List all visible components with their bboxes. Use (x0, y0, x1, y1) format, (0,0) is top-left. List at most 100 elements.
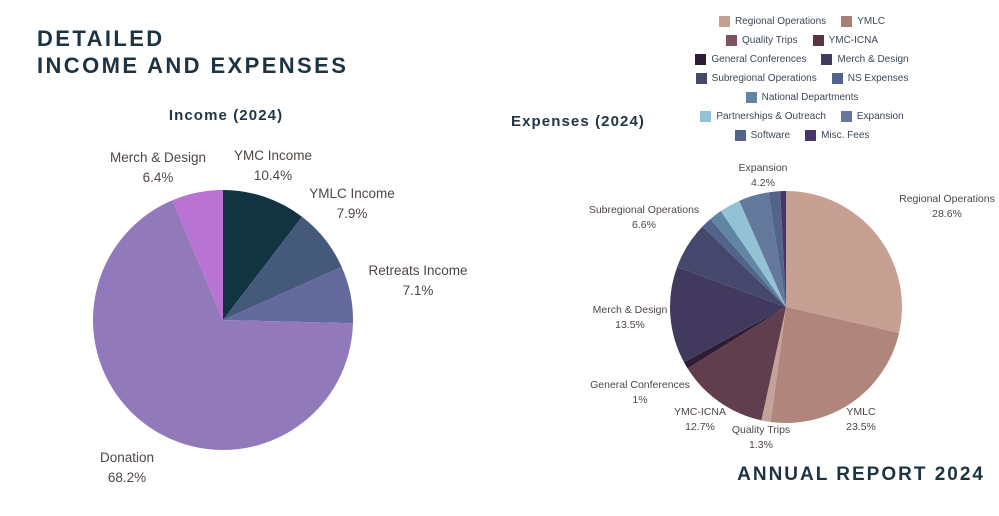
pie-label-name: General Conferences (590, 379, 690, 391)
legend-swatch-icon (831, 73, 843, 84)
pie-label-ymlc: YMLC 23.5% (846, 405, 876, 434)
pie-label-value: 6.4% (142, 169, 174, 185)
pie-label-name: Expansion (738, 162, 788, 174)
legend-item-subregional-operations: Subregional Operations (695, 73, 817, 84)
report-footer: ANNUAL REPORT 2024 (737, 464, 985, 485)
legend-item-label: National Departments (761, 92, 859, 103)
pie-label-name: YMC Income (233, 148, 313, 163)
legend-item-label: Software (750, 130, 791, 141)
pie-slice-software (768, 191, 786, 307)
legend-swatch-icon (812, 35, 824, 46)
legend-item-national-departments: National Departments (745, 92, 859, 103)
pie-label-name: Regional Operations (899, 193, 995, 205)
pie-label-value: 6.6% (632, 218, 656, 231)
legend-item-label: Quality Trips (741, 35, 798, 46)
legend-swatch-icon (840, 111, 852, 122)
pie-slice-quality-trips (761, 307, 786, 422)
pie-slice-national-departments (710, 211, 786, 307)
pie-label-value: 28.6% (932, 207, 962, 220)
legend-item-label: NS Expenses (847, 73, 909, 84)
pie-label-expansion: Expansion 4.2% (738, 161, 787, 190)
pie-label-name: Retreats Income (368, 263, 468, 278)
pie-label-name: Merch & Design (109, 150, 207, 165)
pie-label-ymc-income: YMC Income 10.4% (234, 146, 312, 185)
legend-swatch-icon (841, 16, 853, 27)
legend-row: General Conferences Merch & Design (652, 54, 952, 65)
legend-item-software: Software (734, 130, 791, 141)
legend-item-label: Partnerships & Outreach (716, 111, 826, 122)
pie-label-value: 1.3% (749, 438, 773, 451)
legend-swatch-icon (734, 130, 746, 141)
pie-slice-donation (93, 200, 353, 450)
pie-label-merch-design: Merch & Design 13.5% (593, 303, 668, 332)
page-title: DETAILED INCOME AND EXPENSES (37, 26, 348, 80)
expenses-chart-title: Expenses (2024) (510, 113, 646, 130)
pie-label-value: 12.7% (685, 420, 715, 433)
pie-slice-expansion (739, 192, 786, 307)
page-title-line1: DETAILED (37, 26, 165, 51)
pie-slice-partnerships-outreach (720, 200, 786, 307)
legend-item-general-conferences: General Conferences (695, 54, 806, 65)
pie-slice-retreats-income (223, 266, 354, 324)
legend-row: National Departments (652, 92, 952, 103)
pie-slice-ns-expenses (702, 219, 786, 307)
legend-item-ymlc: YMLC (841, 16, 885, 27)
legend-swatch-icon (719, 16, 731, 27)
pie-slice-ymlc-income (223, 216, 342, 320)
pie-label-ymlc-income: YMLC Income 7.9% (309, 184, 395, 223)
pie-slice-merch-design (172, 190, 223, 320)
legend-item-misc-fees: Misc. Fees (805, 130, 869, 141)
pie-label-name: YMC-ICNA (674, 406, 726, 418)
pie-slice-ymc-income (223, 190, 303, 320)
pie-slice-ymlc (770, 307, 900, 423)
legend-item-ns-expenses: NS Expenses (831, 73, 909, 84)
legend-item-merch-design: Merch & Design (821, 54, 909, 65)
pie-label-value: 10.4% (253, 167, 293, 183)
legend-item-label: Regional Operations (735, 16, 827, 27)
legend-row: Regional Operations YMLC (652, 16, 952, 27)
pie-label-name: Merch & Design (592, 304, 668, 316)
pie-slice-regional-operations (786, 191, 903, 334)
pie-label-donation: Donation 68.2% (100, 448, 154, 487)
pie-label-value: 7.9% (336, 205, 368, 221)
pie-label-name: Subregional Operations (588, 204, 700, 216)
legend-swatch-icon (725, 35, 737, 46)
income-chart-title: Income (2024) (168, 107, 284, 124)
legend-swatch-icon (821, 54, 833, 65)
legend-item-label: YMLC (857, 16, 885, 27)
pie-slice-merch-design (670, 267, 786, 363)
pie-label-name: Quality Trips (731, 424, 791, 436)
legend-item-label: Merch & Design (837, 54, 909, 65)
legend-swatch-icon (745, 92, 757, 103)
legend-item-regional-operations: Regional Operations (719, 16, 826, 27)
page-title-line2: INCOME AND EXPENSES (37, 52, 349, 78)
legend-item-expansion: Expansion (840, 111, 904, 122)
pie-label-value: 1% (632, 393, 648, 406)
pie-label-subregional-operations: Subregional Operations 6.6% (589, 203, 699, 232)
legend-swatch-icon (805, 130, 817, 141)
pie-slice-misc-fees (780, 191, 786, 307)
pie-slice-general-conferences (684, 307, 786, 369)
pie-label-merch-design: Merch & Design 6.4% (110, 148, 206, 187)
legend-row: Software Misc. Fees (652, 130, 952, 141)
pie-label-name: YMLC Income (309, 186, 395, 201)
legend-item-label: General Conferences (711, 54, 807, 65)
legend-swatch-icon (700, 111, 712, 122)
legend-item-label: Subregional Operations (711, 73, 817, 84)
pie-label-general-conferences: General Conferences 1% (590, 378, 690, 407)
pie-label-retreats-income: Retreats Income 7.1% (368, 261, 467, 300)
expenses-pie-chart (670, 191, 903, 423)
legend-item-quality-trips: Quality Trips (725, 35, 798, 46)
pie-slice-ymc-icna (687, 307, 786, 421)
legend-item-label: Expansion (856, 111, 904, 122)
expenses-legend: Regional Operations YMLC Quality Trips YMC-… (652, 16, 952, 141)
legend-item-label: Misc. Fees (821, 130, 870, 141)
pie-label-value: 68.2% (107, 469, 147, 485)
pie-label-value: 23.5% (846, 420, 876, 433)
legend-row: Subregional Operations NS Expenses (652, 73, 952, 84)
pie-label-name: Donation (99, 450, 155, 465)
legend-swatch-icon (695, 54, 707, 65)
pie-label-value: 7.1% (402, 282, 434, 298)
legend-row: Quality Trips YMC-ICNA (652, 35, 952, 46)
pie-label-regional-operations: Regional Operations 28.6% (899, 192, 995, 221)
